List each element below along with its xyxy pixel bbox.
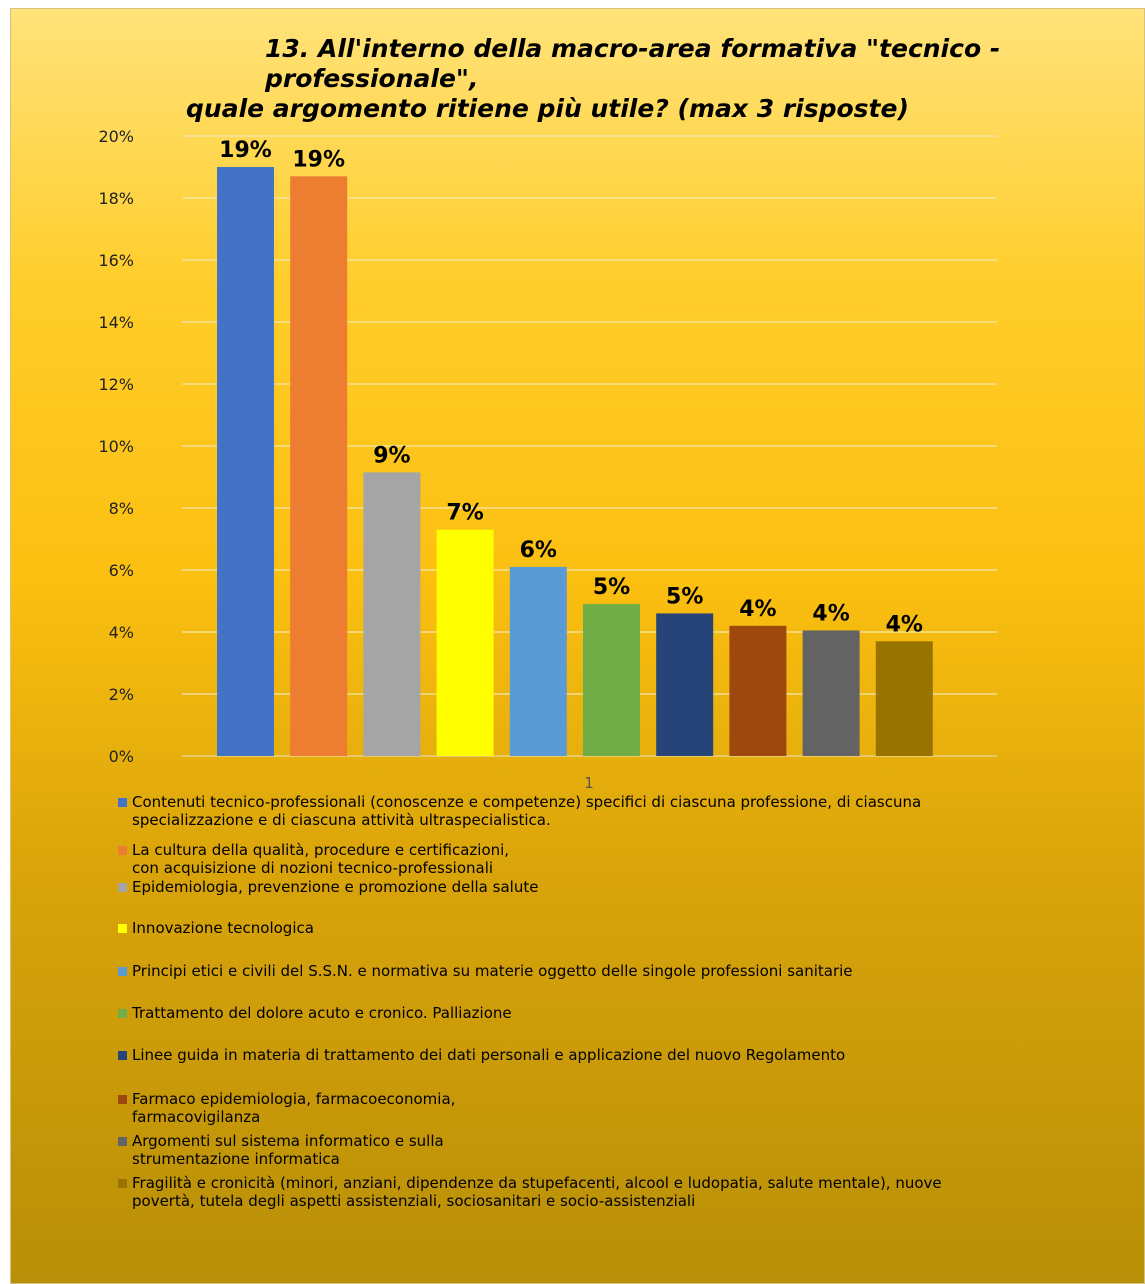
y-tick-label: 2%	[109, 685, 134, 704]
y-tick-label: 6%	[109, 561, 134, 580]
data-label: 19%	[219, 138, 272, 163]
data-label: 4%	[739, 597, 776, 622]
bar	[583, 604, 640, 756]
x-tick-label: 1	[584, 774, 594, 790]
legend-swatch	[118, 1051, 127, 1060]
legend-swatch	[118, 924, 127, 933]
bar	[363, 472, 421, 756]
bar	[656, 613, 714, 756]
data-label: 4%	[886, 612, 923, 637]
bar	[875, 641, 933, 756]
bar	[729, 625, 787, 756]
y-tick-label: 0%	[109, 747, 134, 766]
data-label: 4%	[812, 601, 849, 626]
legend-label: Innovazione tecnologica	[132, 919, 314, 937]
y-tick-label: 4%	[109, 623, 134, 642]
y-tick-label: 14%	[98, 313, 134, 332]
legend-swatch	[118, 1009, 127, 1018]
legend-swatch	[118, 846, 127, 855]
legend-label: Linee guida in materia di trattamento de…	[132, 1046, 846, 1064]
chart-title: 13. All'interno della macro-area formati…	[0, 34, 1145, 124]
legend-label: Contenuti tecnico-professionali (conosce…	[132, 793, 922, 829]
legend-swatch	[118, 1137, 127, 1146]
legend-label: Argomenti sul sistema informatico e sull…	[132, 1132, 444, 1168]
bar-chart: 0%2%4%6%8%10%12%14%16%18%20% 19% 19%9%7%6…	[98, 127, 997, 790]
legend-label: Fragilità e cronicità (minori, anziani, …	[132, 1174, 942, 1210]
y-tick-label: 18%	[98, 189, 134, 208]
chart-title-line-1: 13. All'interno della macro-area formati…	[265, 34, 1001, 93]
bar	[217, 167, 274, 756]
data-label: 6%	[520, 538, 557, 563]
data-labels: 19% 19% 9% 7% 6% 5% 5% 4% 4% 4%	[219, 138, 923, 637]
data-label: 19%	[292, 147, 345, 172]
y-tick-label: 16%	[98, 251, 134, 270]
legend-swatch	[118, 1179, 127, 1188]
chart-background	[10, 8, 1145, 1284]
bar	[436, 529, 494, 756]
y-tick-label: 12%	[98, 375, 134, 394]
chart-title-line-2: quale argomento ritiene più utile? (max …	[186, 94, 909, 123]
bars	[217, 167, 933, 757]
legend-label: Farmaco epidemiologia, farmacoeconomia, …	[132, 1090, 456, 1126]
legend-swatch	[118, 883, 127, 892]
data-label: 9%	[373, 443, 410, 468]
bar	[802, 630, 860, 756]
legend-label: La cultura della qualità, procedure e ce…	[132, 841, 510, 877]
bar	[509, 566, 567, 756]
y-tick-label: 20%	[98, 127, 134, 146]
y-axis: 0% 2% 4% 6% 8% 10% 12% 14% 16% 18% 20%	[98, 127, 134, 766]
legend-swatch	[118, 798, 127, 807]
legend-label: Trattamento del dolore acuto e cronico. …	[132, 1004, 512, 1022]
y-tick-label: 10%	[98, 437, 134, 456]
legend-label: Principi etici e civili del S.S.N. e nor…	[132, 962, 853, 980]
legend-swatch	[118, 1095, 127, 1104]
bar	[290, 176, 348, 757]
data-label: 5%	[593, 575, 630, 600]
data-label: 7%	[446, 501, 483, 526]
data-label: 5%	[666, 584, 703, 609]
x-axis: 1	[584, 774, 594, 790]
y-tick-label: 8%	[109, 499, 134, 518]
legend-label: Epidemiologia, prevenzione e promozione …	[132, 878, 539, 896]
legend-swatch	[118, 967, 127, 976]
